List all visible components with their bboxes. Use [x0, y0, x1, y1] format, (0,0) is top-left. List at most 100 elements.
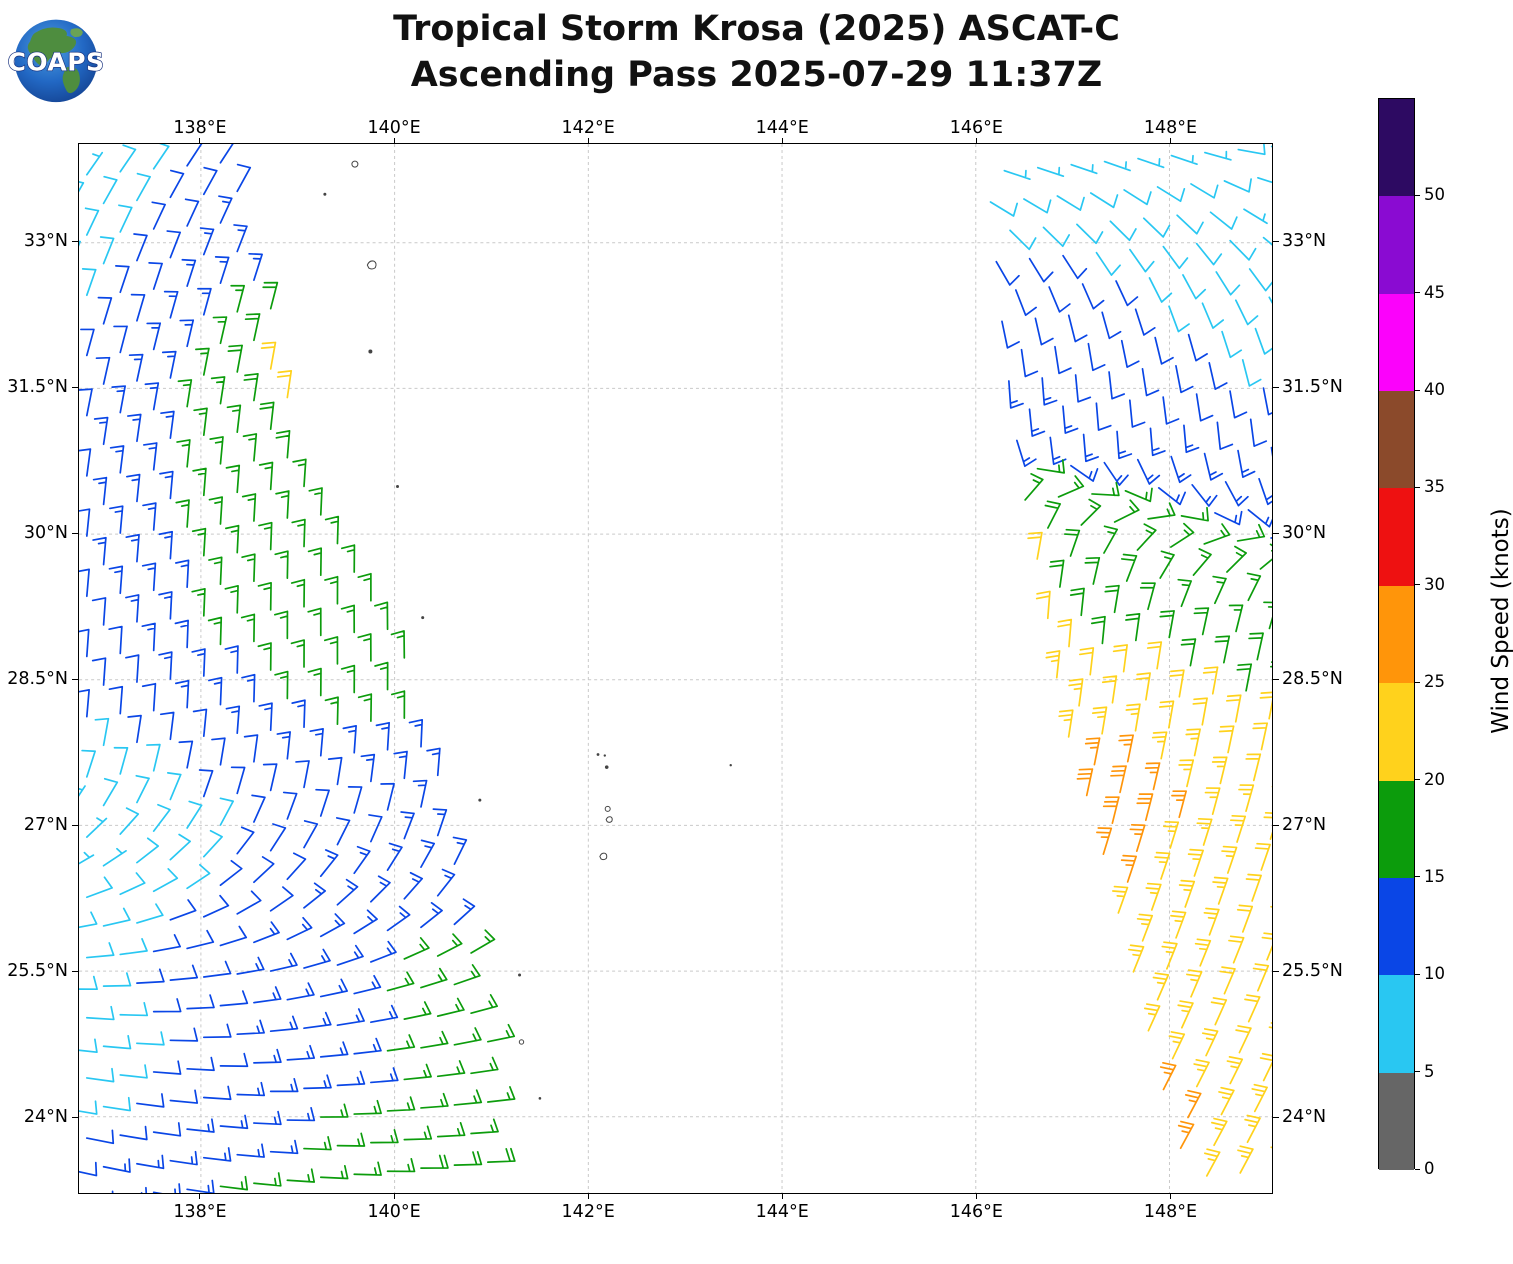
- colorbar-tick-mark: [1415, 389, 1420, 391]
- x-tick-label-bottom: 146°E: [949, 1202, 1003, 1222]
- y-tick-mark: [72, 1117, 78, 1119]
- y-tick-label-right: 28.5°N: [1282, 668, 1343, 689]
- island-contour: [596, 753, 600, 756]
- island-contour: [729, 764, 732, 767]
- y-tick-label-right: 25.5°N: [1282, 960, 1343, 981]
- coaps-logo: COAPS: [7, 10, 105, 106]
- colorbar-segment-25-30: [1379, 585, 1414, 684]
- y-tick-mark: [72, 387, 78, 389]
- x-tick-label-bottom: 142°E: [561, 1202, 615, 1222]
- y-tick-mark: [1273, 971, 1279, 973]
- colorbar-segment-35-40: [1379, 391, 1414, 489]
- y-tick-mark: [1273, 1117, 1279, 1119]
- x-tick-mark: [393, 138, 395, 143]
- colorbar-segment-20-25: [1379, 683, 1414, 782]
- colorbar-segment-45-50: [1379, 196, 1414, 295]
- x-tick-label-bottom: 138°E: [173, 1202, 227, 1222]
- island-contour: [518, 973, 522, 977]
- wind-barb-field: [79, 144, 1272, 1193]
- colorbar-tick-label: 10: [1424, 964, 1445, 984]
- colorbar-segment-50+: [1379, 99, 1414, 197]
- x-tick-mark: [781, 138, 783, 143]
- island-contour: [518, 1039, 525, 1045]
- svg-text:COAPS: COAPS: [8, 47, 104, 76]
- y-tick-mark: [72, 533, 78, 535]
- x-tick-label-top: 146°E: [949, 118, 1003, 138]
- island-contour: [396, 485, 400, 489]
- y-tick-mark: [1273, 679, 1279, 681]
- y-tick-label-right: 31.5°N: [1282, 376, 1343, 397]
- x-tick-label-top: 138°E: [173, 118, 227, 138]
- island-contour: [323, 192, 327, 196]
- colorbar-tick-mark: [1415, 1071, 1420, 1073]
- x-tick-mark: [781, 1194, 783, 1199]
- x-tick-label-top: 148°E: [1143, 118, 1198, 138]
- colorbar-tick-mark: [1415, 681, 1420, 683]
- island-contour: [605, 816, 613, 823]
- island-contour: [478, 798, 482, 802]
- wind-speed-colorbar: [1378, 98, 1415, 1171]
- colorbar-tick-label: 0: [1424, 1159, 1435, 1178]
- x-tick-mark: [975, 1194, 977, 1199]
- x-tick-mark: [1169, 138, 1171, 143]
- y-tick-label-left: 30°N: [23, 522, 68, 543]
- y-tick-label-right: 33°N: [1282, 230, 1327, 251]
- colorbar-tick-label: 20: [1424, 769, 1445, 789]
- y-tick-label-right: 24°N: [1282, 1106, 1327, 1127]
- y-tick-mark: [1273, 387, 1279, 389]
- x-tick-label-top: 142°E: [561, 118, 615, 138]
- x-tick-mark: [587, 1194, 589, 1199]
- y-tick-label-right: 30°N: [1282, 522, 1327, 543]
- wind-barbs-0a46e6: [79, 144, 1272, 1193]
- colorbar-tick-label: 45: [1424, 282, 1445, 302]
- island-contour: [351, 160, 359, 168]
- colorbar-segment-15-20: [1379, 780, 1414, 879]
- colorbar-tick-label: 15: [1424, 866, 1445, 886]
- colorbar-tick-mark: [1415, 292, 1420, 294]
- y-tick-label-left: 25.5°N: [7, 960, 68, 981]
- x-tick-label-top: 144°E: [755, 118, 809, 138]
- y-tick-mark: [72, 825, 78, 827]
- island-contour: [538, 1097, 542, 1100]
- globe-icon: COAPS: [7, 19, 105, 103]
- colorbar-tick-mark: [1415, 973, 1420, 975]
- colorbar-tick-label: 40: [1424, 380, 1445, 400]
- x-tick-label-bottom: 144°E: [755, 1202, 809, 1222]
- x-tick-label-top: 140°E: [367, 118, 421, 138]
- colorbar-segment-40-45: [1379, 293, 1414, 392]
- colorbar-tick-label: 30: [1424, 574, 1445, 594]
- y-tick-mark: [1273, 533, 1279, 535]
- colorbar-tick-mark: [1415, 584, 1420, 586]
- x-tick-mark: [393, 1194, 395, 1199]
- y-tick-mark: [72, 241, 78, 243]
- y-tick-label-left: 24°N: [23, 1106, 68, 1127]
- chart-title-line1: Tropical Storm Krosa (2025) ASCAT-C: [393, 9, 1120, 49]
- wind-barbs-0c9c0c: [175, 281, 1272, 1191]
- y-tick-label-left: 31.5°N: [7, 376, 68, 397]
- island-contour: [366, 260, 377, 270]
- x-tick-label-bottom: 140°E: [367, 1202, 421, 1222]
- colorbar-segment-0-5: [1379, 1072, 1414, 1171]
- colorbar-tick-mark: [1415, 779, 1420, 781]
- y-tick-mark: [1273, 241, 1279, 243]
- wind-barbs-29c7f2: [79, 144, 1272, 1115]
- island-contour: [421, 616, 425, 620]
- colorbar-segment-10-15: [1379, 877, 1414, 976]
- x-tick-mark: [199, 138, 201, 143]
- x-tick-label-bottom: 148°E: [1143, 1202, 1198, 1222]
- chart-title: Tropical Storm Krosa (2025) ASCAT-C Asce…: [0, 6, 1513, 98]
- colorbar-tick-label: 50: [1424, 185, 1445, 205]
- colorbar-segment-30-35: [1379, 488, 1414, 587]
- island-contour: [604, 805, 611, 812]
- x-tick-mark: [975, 138, 977, 143]
- colorbar-tick-label: 5: [1424, 1061, 1435, 1081]
- y-tick-mark: [72, 679, 78, 681]
- colorbar-tick-mark: [1415, 486, 1420, 488]
- y-tick-label-left: 33°N: [23, 230, 68, 251]
- x-tick-mark: [587, 138, 589, 143]
- island-contour: [603, 754, 606, 757]
- island-contour: [604, 765, 609, 769]
- colorbar-tick-mark: [1415, 1168, 1420, 1170]
- colorbar-tick-mark: [1415, 876, 1420, 878]
